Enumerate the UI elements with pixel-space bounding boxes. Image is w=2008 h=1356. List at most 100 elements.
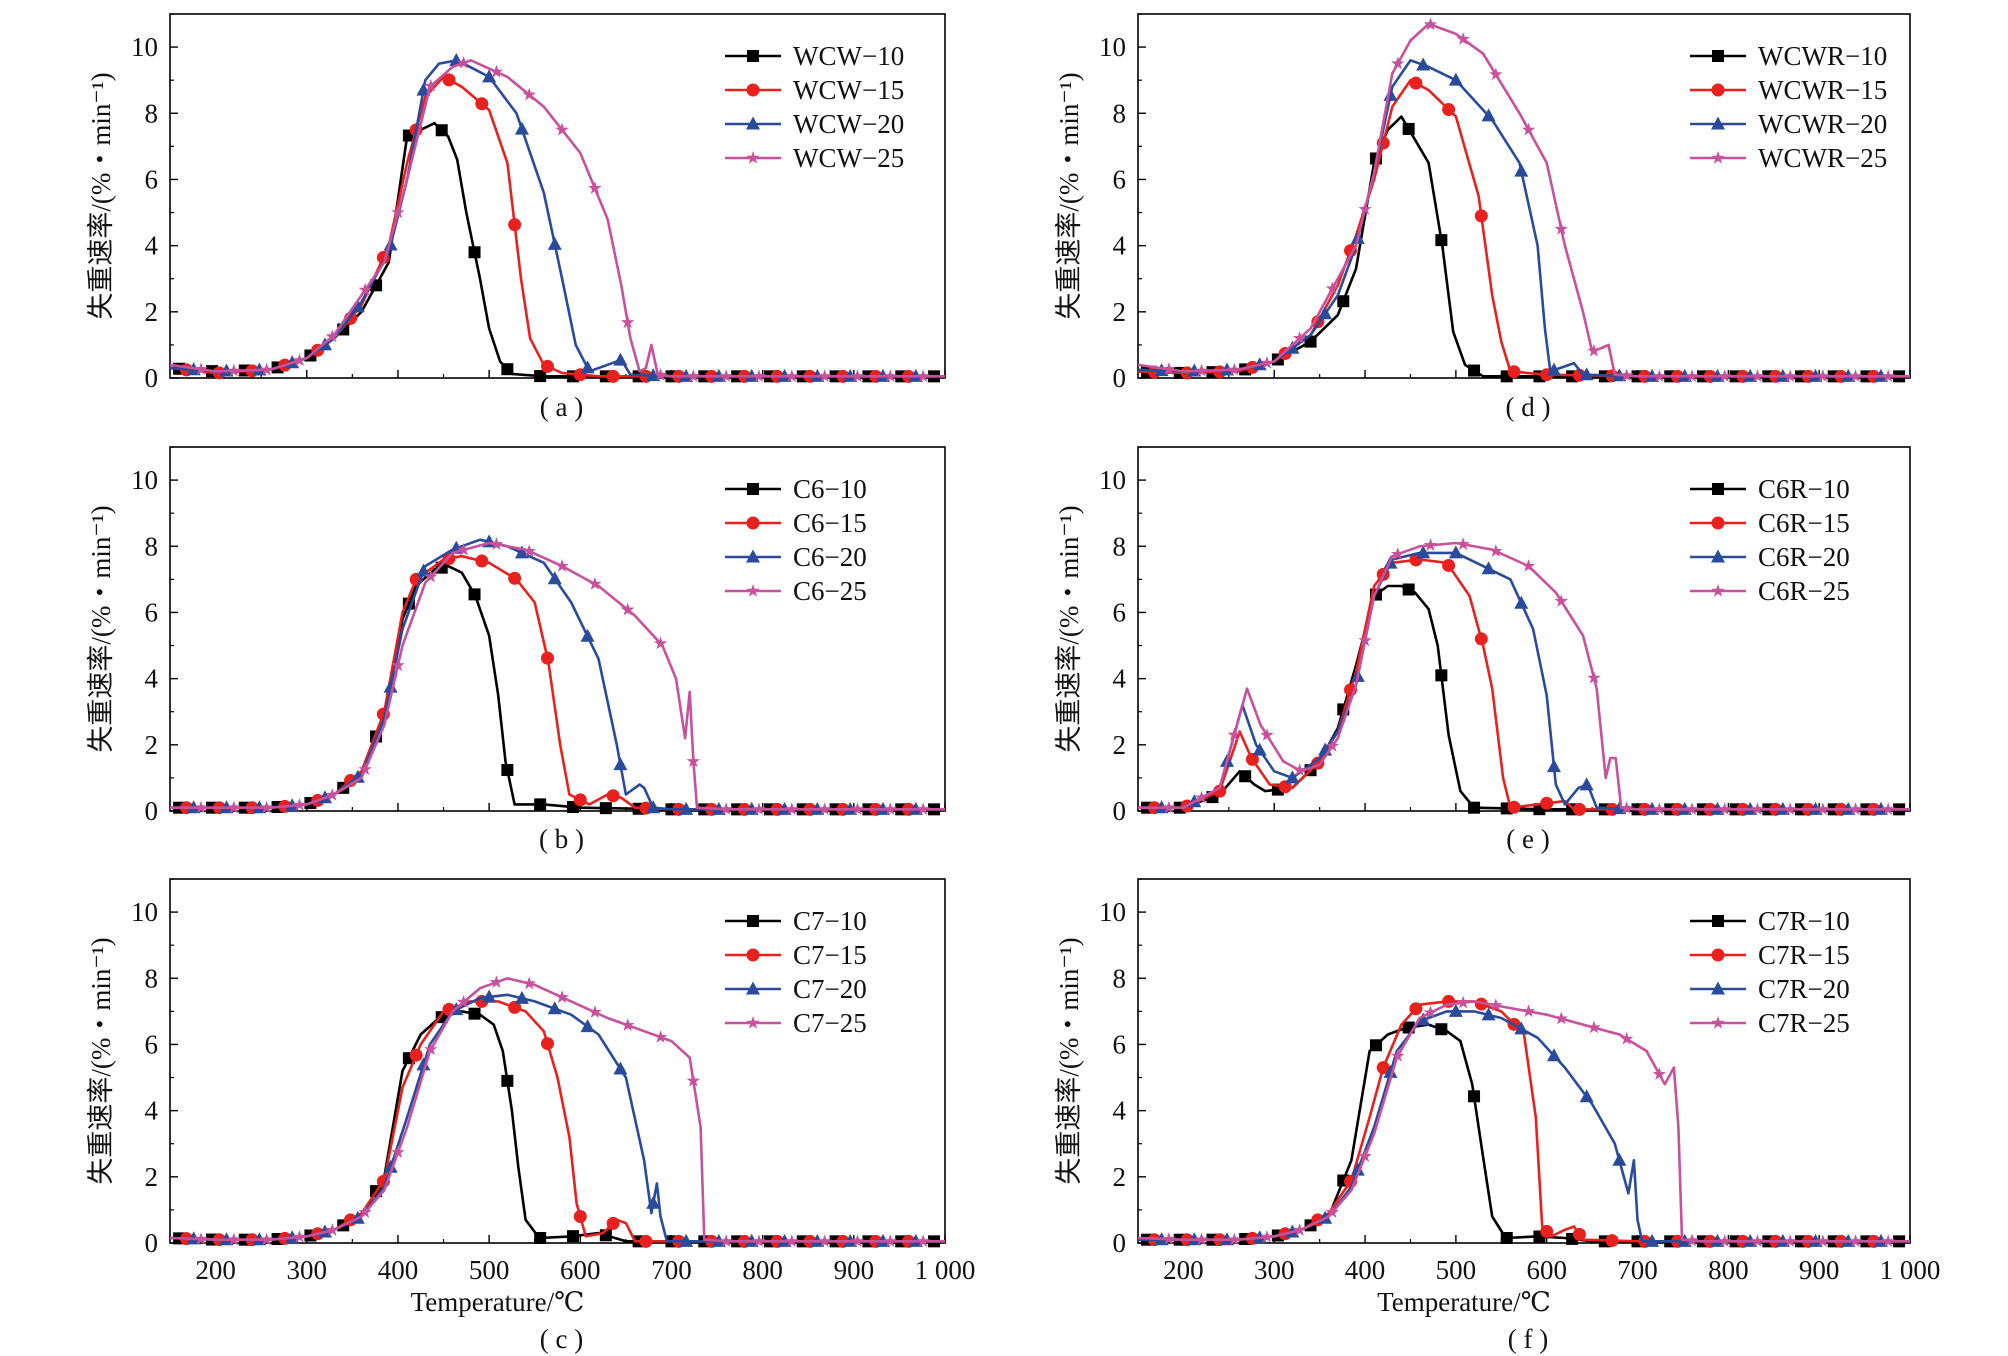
data-point xyxy=(1620,1031,1634,1045)
x-tick-label: 900 xyxy=(834,1255,875,1285)
legend-marker xyxy=(1711,948,1725,962)
legend-label: C6R−20 xyxy=(1758,542,1850,572)
data-point xyxy=(508,571,522,585)
data-point xyxy=(1468,801,1481,814)
legend-entry: WCW−15 xyxy=(725,75,904,105)
data-point xyxy=(1227,727,1241,741)
x-tick-label: 800 xyxy=(1708,1255,1749,1285)
data-point xyxy=(580,360,595,374)
y-tick-label: 4 xyxy=(145,664,159,694)
data-point xyxy=(1318,306,1333,320)
plot-frame xyxy=(1137,13,1911,379)
data-point xyxy=(1325,739,1339,752)
data-point xyxy=(1227,362,1241,376)
legend-marker xyxy=(1711,116,1725,130)
y-tick-label: 4 xyxy=(1113,664,1127,694)
data-point xyxy=(719,1234,733,1247)
data-point xyxy=(1489,544,1503,557)
data-point xyxy=(555,122,569,136)
data-point xyxy=(383,1159,398,1173)
x-axis-label: Temperature/℃ xyxy=(1377,1287,1551,1317)
data-point xyxy=(1435,1023,1448,1036)
legend-marker xyxy=(1711,1016,1725,1029)
data-point xyxy=(1881,369,1895,382)
legend-entry: C7R−15 xyxy=(1690,940,1850,970)
data-point xyxy=(785,802,799,815)
x-tick-label: 900 xyxy=(1799,1255,1840,1285)
y-tick-label: 8 xyxy=(145,531,159,561)
data-point xyxy=(818,802,832,815)
legend-label: WCWR−10 xyxy=(1758,41,1887,71)
y-axis-label: 失重速率/(%・min⁻¹) xyxy=(1054,937,1084,1184)
y-tick-label: 10 xyxy=(131,465,158,495)
data-point xyxy=(475,554,489,568)
data-point xyxy=(1750,802,1765,815)
data-point xyxy=(1448,545,1463,559)
data-point xyxy=(489,975,504,988)
data-point xyxy=(1416,57,1431,71)
y-tick-label: 10 xyxy=(1099,465,1126,495)
data-point xyxy=(785,369,799,382)
data-point xyxy=(646,800,661,814)
series-line xyxy=(169,1010,945,1243)
data-point xyxy=(1402,122,1415,135)
data-point xyxy=(1587,1020,1601,1034)
legend-label: WCW−20 xyxy=(793,109,904,139)
data-point xyxy=(325,329,339,343)
legend-marker xyxy=(746,1016,760,1029)
data-point xyxy=(1260,728,1274,741)
legend-label: WCW−10 xyxy=(793,41,904,71)
x-tick-label: 700 xyxy=(651,1255,692,1285)
data-point xyxy=(639,1234,653,1248)
data-point xyxy=(1572,1227,1586,1241)
data-point xyxy=(514,545,529,559)
legend-entry: C7R−25 xyxy=(1690,1008,1850,1038)
data-point xyxy=(1435,234,1448,247)
data-point xyxy=(613,757,628,771)
data-point xyxy=(1848,1234,1863,1247)
data-point xyxy=(1391,56,1405,70)
y-axis-label: 失重速率/(%・min⁻¹) xyxy=(1054,72,1084,319)
x-tick-label: 200 xyxy=(1163,1255,1204,1285)
data-point xyxy=(1194,363,1209,377)
data-point xyxy=(1750,1234,1765,1247)
data-point xyxy=(1881,802,1895,815)
data-point xyxy=(1685,802,1699,815)
data-point xyxy=(1783,369,1797,382)
series-4 xyxy=(1138,537,1910,815)
x-tick-label: 1 000 xyxy=(915,1255,976,1285)
data-point xyxy=(1474,209,1488,223)
data-point xyxy=(482,989,497,1003)
y-axis-label: 失重速率/(%・min⁻¹) xyxy=(1054,505,1084,752)
data-point xyxy=(1358,202,1372,215)
data-point xyxy=(1481,1007,1496,1021)
data-point xyxy=(785,1234,799,1247)
data-point xyxy=(260,1232,274,1246)
series-1 xyxy=(1138,583,1910,816)
panel-f: 0 2 4 6 8 10 200 300 400 500 600 700 800 900 1 000 失重速率… xyxy=(1054,878,1940,1354)
data-point xyxy=(1718,369,1732,382)
legend-marker xyxy=(746,981,760,995)
data-point xyxy=(1620,368,1634,382)
data-point xyxy=(1816,1234,1830,1247)
legend-label: C7−25 xyxy=(793,1008,867,1038)
panel-b: 0 2 4 6 8 10 失重速率/(%・min⁻¹) ( b ) C6−10 C6−15 C6−2… xyxy=(86,446,946,854)
legend-entry: WCW−10 xyxy=(725,41,904,71)
legend-marker xyxy=(746,549,760,563)
legend-marker xyxy=(1711,981,1725,995)
data-point xyxy=(534,798,547,811)
data-point xyxy=(292,353,307,367)
data-point xyxy=(1816,802,1830,815)
data-point xyxy=(686,1073,700,1087)
y-tick-label: 0 xyxy=(145,796,159,826)
data-point xyxy=(540,651,554,665)
y-tick-label: 0 xyxy=(1113,1228,1127,1258)
data-point xyxy=(1554,222,1568,235)
data-point xyxy=(1358,633,1372,647)
y-tick-label: 6 xyxy=(1113,1029,1127,1059)
data-point xyxy=(1514,1021,1529,1035)
legend-entry: WCW−25 xyxy=(725,143,904,173)
y-tick-label: 4 xyxy=(1113,231,1127,261)
data-point xyxy=(540,359,554,373)
plot-frame xyxy=(1137,446,1911,812)
